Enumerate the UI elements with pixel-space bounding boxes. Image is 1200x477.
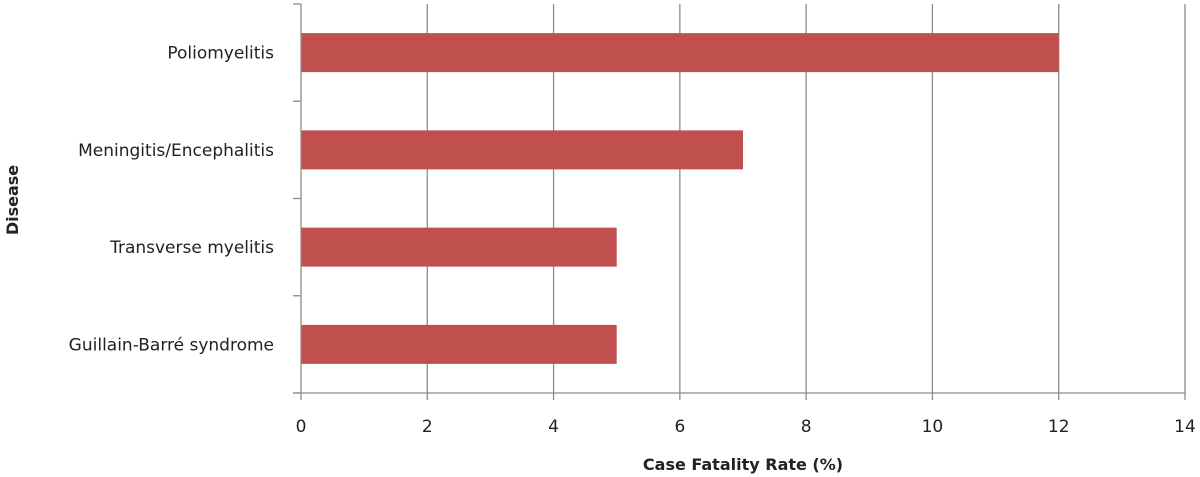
x-tick-label: 6: [674, 417, 685, 437]
bar: [301, 324, 617, 364]
bars: [301, 33, 1059, 364]
category-label: Poliomyelitis: [167, 44, 274, 64]
x-tick-label: 8: [801, 417, 812, 437]
x-tick-label: 12: [1048, 417, 1070, 437]
x-tick-label: 2: [422, 417, 433, 437]
bar: [301, 227, 617, 267]
x-tick-label: 4: [548, 417, 559, 437]
axes: [293, 3, 1186, 400]
x-tick-label: 14: [1174, 417, 1196, 437]
category-label: Meningitis/Encephalitis: [78, 141, 274, 161]
bar: [301, 33, 1059, 73]
y-axis-title: Disease: [3, 165, 22, 235]
x-axis-title: Case Fatality Rate (%): [643, 455, 843, 474]
category-label: Guillain-Barré syndrome: [69, 335, 274, 355]
category-label: Transverse myelitis: [109, 238, 274, 258]
bar: [301, 130, 743, 170]
category-labels: Poliomyelitis Meningitis/Encephalitis Tran…: [69, 44, 274, 356]
x-tick-label: 0: [296, 417, 307, 437]
x-tick-label: 10: [922, 417, 944, 437]
x-tick-labels: 0 2 4 6 8 10 12 14: [296, 417, 1196, 437]
